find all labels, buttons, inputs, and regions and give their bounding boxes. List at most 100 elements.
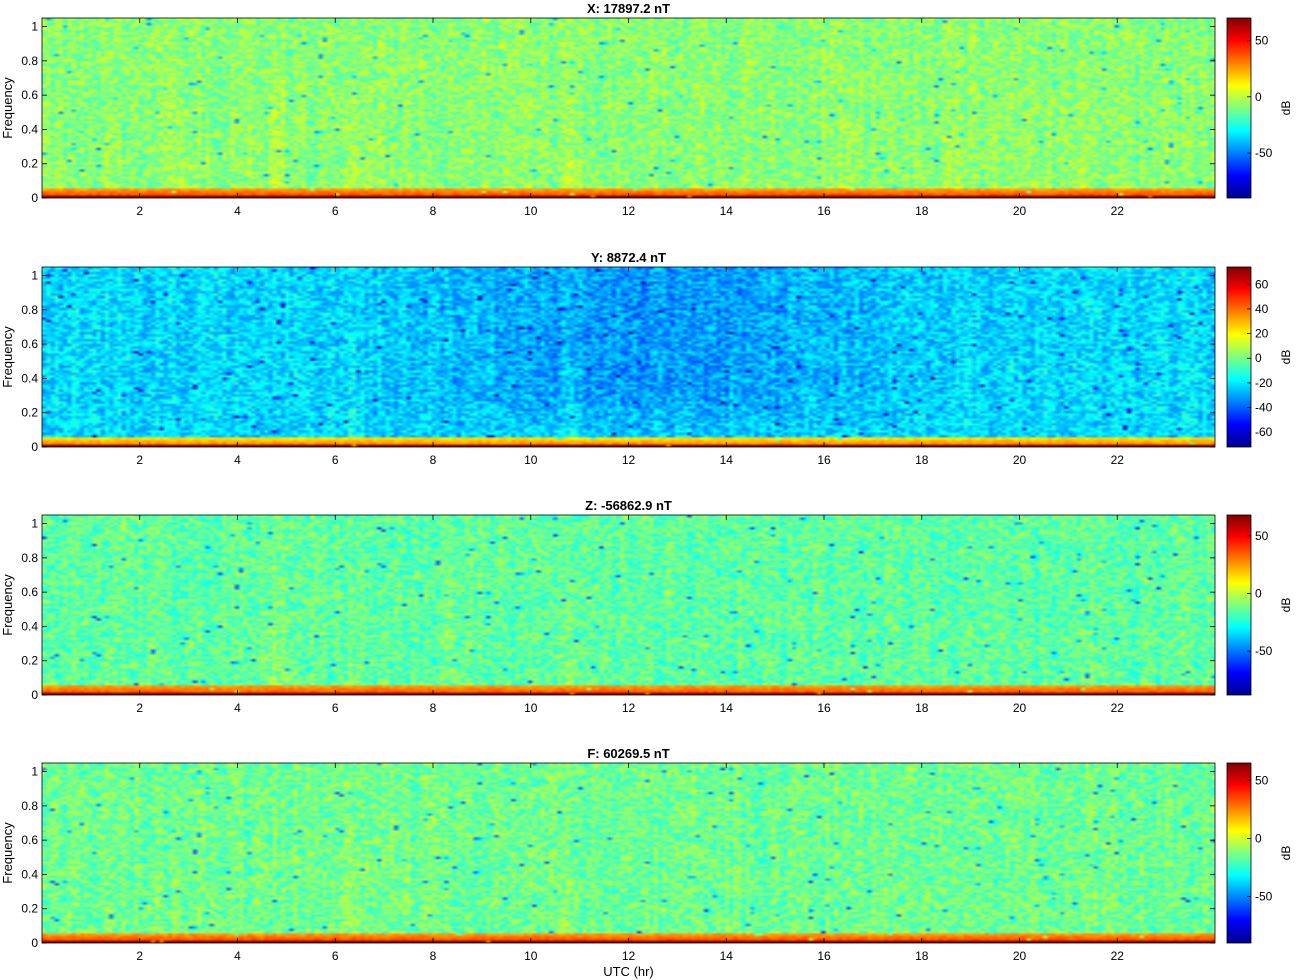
y-axis-label: Frequency (0, 77, 15, 139)
x-tick-label: 16 (817, 949, 831, 963)
x-tick-label: 12 (622, 949, 636, 963)
y-axis-label: Frequency (0, 822, 15, 884)
x-tick-label: 16 (817, 453, 831, 467)
colorbar-tick-label: 0 (1255, 351, 1262, 365)
x-tick-label: 4 (234, 949, 241, 963)
x-tick-label: 2 (136, 701, 143, 715)
x-tick-label: 22 (1111, 204, 1125, 218)
x-tick-label: 18 (915, 204, 929, 218)
x-tick-label: 8 (430, 204, 437, 218)
x-tick-label: 10 (524, 453, 538, 467)
spectrogram-image-3 (42, 763, 1215, 943)
x-tick-label: 4 (234, 701, 241, 715)
y-tick-label: 0.8 (21, 54, 38, 68)
y-tick-label: 0.4 (21, 619, 38, 633)
colorbar (1226, 514, 1252, 696)
y-tick-label: 0 (31, 440, 38, 454)
x-tick-label: 18 (915, 701, 929, 715)
subplot-0: 2 4 6 8 10 12 14 16 18 20 22 0 0.2 0.4 0.6 0.8 1 X: 17897… (0, 1, 1293, 218)
y-tick-label: 0.2 (21, 157, 38, 171)
x-tick-label: 20 (1013, 949, 1027, 963)
x-tick-label: 10 (524, 204, 538, 218)
colorbar-tick-label: 60 (1255, 277, 1269, 291)
colorbar-tick-label: -40 (1255, 401, 1273, 415)
subplot-title: Z: -56862.9 nT (585, 498, 672, 513)
x-tick-label: 4 (234, 204, 241, 218)
y-tick-label: 0 (31, 688, 38, 702)
x-tick-label: 20 (1013, 204, 1027, 218)
y-tick-label: 0 (31, 936, 38, 950)
y-tick-label: 0.2 (21, 902, 38, 916)
y-tick-label: 0.8 (21, 303, 38, 317)
y-axis-label: Frequency (0, 326, 15, 388)
colorbar-tick-label: -50 (1255, 890, 1273, 904)
subplot-title: Y: 8872.4 nT (591, 250, 666, 265)
colorbar-tick-label: -50 (1255, 644, 1273, 658)
spectrogram-image-1 (42, 267, 1215, 447)
colorbar-tick-label: 50 (1255, 529, 1269, 543)
y-tick-label: 0.4 (21, 867, 38, 881)
y-tick-label: 0.8 (21, 799, 38, 813)
subplot-3: 2 4 6 8 10 12 14 16 18 20 22 0 0.2 0.4 0.6 0.8 1 F: 60269… (0, 746, 1293, 979)
x-tick-label: 8 (430, 453, 437, 467)
x-tick-label: 4 (234, 453, 241, 467)
x-tick-label: 6 (332, 204, 339, 218)
colorbar-tick-label: 0 (1255, 831, 1262, 845)
x-tick-label: 22 (1111, 949, 1125, 963)
y-axis-label: Frequency (0, 574, 15, 636)
colorbar-label: dB (1279, 846, 1293, 861)
x-tick-label: 16 (817, 701, 831, 715)
colorbar-label: dB (1279, 350, 1293, 365)
subplot-title: F: 60269.5 nT (587, 746, 669, 761)
x-tick-label: 22 (1111, 453, 1125, 467)
colorbar-tick-label: -50 (1255, 146, 1273, 160)
y-tick-label: 0.4 (21, 371, 38, 385)
x-tick-label: 2 (136, 453, 143, 467)
x-tick-label: 12 (622, 453, 636, 467)
colorbar-tick-label: 0 (1255, 586, 1262, 600)
x-tick-label: 12 (622, 204, 636, 218)
colorbar-tick-label: 50 (1255, 34, 1269, 48)
subplot-1: 2 4 6 8 10 12 14 16 18 20 22 0 0.2 0.4 0.6 0.8 1 Y: 8872.… (0, 250, 1293, 467)
y-tick-label: 1 (31, 517, 38, 531)
x-tick-label: 22 (1111, 701, 1125, 715)
y-tick-label: 0.8 (21, 551, 38, 565)
x-tick-label: 18 (915, 949, 929, 963)
x-tick-label: 14 (720, 701, 734, 715)
x-tick-label: 16 (817, 204, 831, 218)
y-tick-label: 0.2 (21, 654, 38, 668)
x-tick-label: 20 (1013, 701, 1027, 715)
x-tick-label: 14 (720, 453, 734, 467)
x-tick-label: 8 (430, 949, 437, 963)
colorbar (1226, 762, 1252, 944)
y-tick-label: 1 (31, 269, 38, 283)
y-tick-label: 1 (31, 20, 38, 34)
colorbar-label: dB (1279, 101, 1293, 116)
x-tick-label: 6 (332, 949, 339, 963)
x-tick-label: 6 (332, 453, 339, 467)
x-tick-label: 14 (720, 204, 734, 218)
x-tick-label: 8 (430, 701, 437, 715)
colorbar (1226, 17, 1252, 199)
y-tick-label: 0.6 (21, 88, 38, 102)
x-tick-label: 12 (622, 701, 636, 715)
y-tick-label: 0.2 (21, 406, 38, 420)
y-tick-label: 0.6 (21, 833, 38, 847)
x-tick-label: 6 (332, 701, 339, 715)
colorbar-tick-label: 50 (1255, 773, 1269, 787)
spectrogram-image-2 (42, 515, 1215, 695)
spectrogram-image-0 (42, 18, 1215, 198)
x-tick-label: 20 (1013, 453, 1027, 467)
colorbar-tick-label: 20 (1255, 327, 1269, 341)
colorbar-tick-label: 0 (1255, 90, 1262, 104)
x-axis-label: UTC (hr) (603, 964, 654, 979)
colorbar-tick-label: 40 (1255, 302, 1269, 316)
subplot-2: 2 4 6 8 10 12 14 16 18 20 22 0 0.2 0.4 0.6 0.8 1 Z: -5686… (0, 498, 1293, 715)
colorbar (1226, 266, 1252, 448)
y-tick-label: 0 (31, 191, 38, 205)
x-tick-label: 10 (524, 949, 538, 963)
colorbar-label: dB (1279, 598, 1293, 613)
x-tick-label: 2 (136, 204, 143, 218)
x-tick-label: 2 (136, 949, 143, 963)
